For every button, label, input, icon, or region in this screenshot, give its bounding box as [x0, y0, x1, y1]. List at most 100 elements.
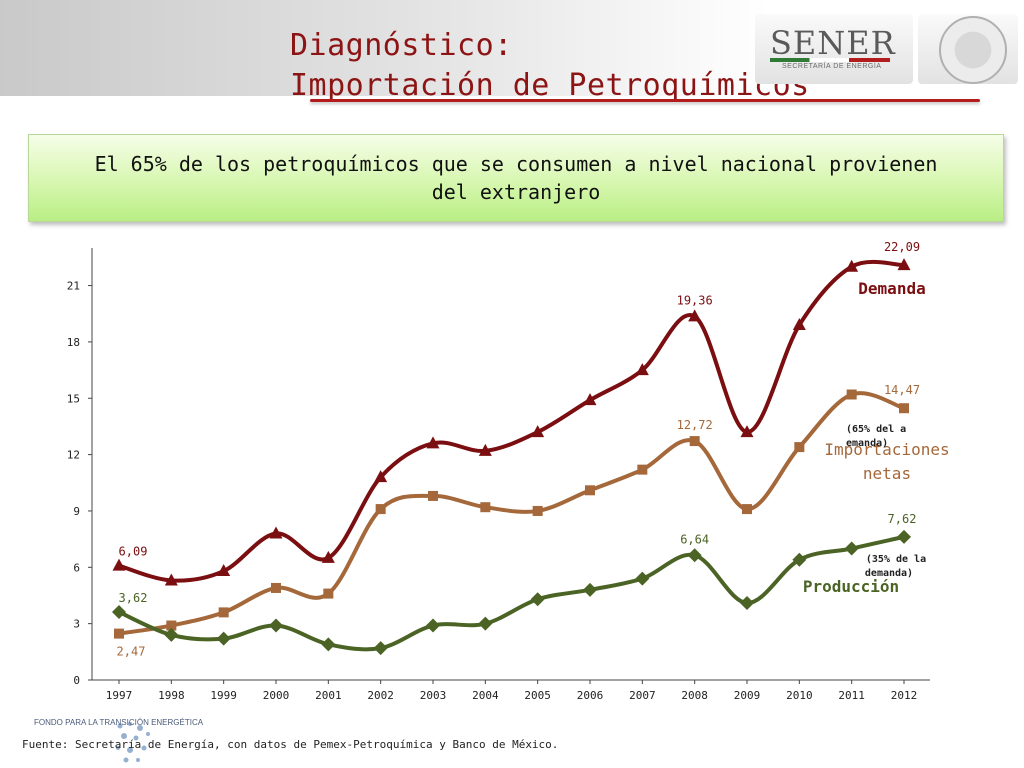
sener-logo: [755, 14, 913, 84]
x-tick-label: 2005: [524, 689, 551, 702]
y-tick-label: 6: [73, 561, 80, 574]
data-point-produccion: [112, 605, 126, 620]
series-name-importaciones-line2: netas: [863, 464, 911, 483]
data-point-produccion: [478, 616, 493, 631]
series-note-importaciones-line1: (65% del a: [846, 424, 906, 435]
sener-logo-text: SENER: [770, 24, 896, 62]
page-title: Diagnóstico: Importación de Petroquímico…: [290, 26, 810, 106]
data-point-importaciones: [375, 504, 386, 515]
data-point-demanda: [897, 258, 911, 271]
data-label-produccion: 6,64: [680, 532, 709, 546]
x-tick-label: 2003: [420, 689, 447, 702]
x-tick-label: 2010: [786, 689, 813, 702]
x-tick-label: 2011: [838, 689, 865, 702]
data-point-demanda: [531, 425, 545, 438]
data-point-importaciones: [428, 490, 438, 501]
data-label-demanda: 19,36: [677, 293, 713, 307]
data-point-produccion: [269, 618, 283, 633]
data-point-importaciones: [532, 505, 543, 516]
data-point-demanda: [112, 558, 126, 571]
series-line-importaciones: [117, 391, 906, 636]
data-point-demanda: [635, 363, 649, 376]
x-tick-label: 1998: [158, 689, 185, 702]
data-label-importaciones: 2,47: [117, 645, 146, 659]
title-line-1: Diagnóstico:: [290, 28, 513, 63]
series-note-importaciones-line2: emanda): [846, 438, 888, 449]
series-line-demanda: [117, 259, 906, 583]
data-point-importaciones: [689, 436, 700, 447]
x-tick-label: 1999: [210, 689, 237, 702]
data-label-produccion: 3,62: [119, 591, 148, 605]
data-point-produccion: [426, 618, 440, 633]
data-point-produccion: [373, 641, 388, 656]
x-tick-label: 2004: [472, 689, 499, 702]
x-tick-label: 2006: [577, 689, 604, 702]
data-point-importaciones: [846, 389, 857, 400]
x-tick-label: 2002: [367, 689, 394, 702]
data-label-demanda: 22,09: [884, 240, 920, 254]
sener-logo-stripe: [770, 58, 890, 62]
data-point-demanda: [583, 393, 597, 406]
x-tick-label: 2000: [263, 689, 290, 702]
series-name-importaciones-line1: Importaciones: [824, 440, 949, 459]
data-point-importaciones: [794, 442, 805, 453]
y-tick-label: 9: [73, 505, 80, 518]
sener-logo-subtitle: SECRETARÍA DE ENERGÍA: [782, 63, 882, 70]
data-point-demanda: [269, 526, 283, 539]
data-point-importaciones: [271, 582, 281, 593]
series-note-produccion-line1: (35% de la: [866, 554, 926, 565]
data-point-demanda: [164, 573, 178, 586]
data-point-produccion: [844, 541, 859, 556]
title-underline: [310, 99, 980, 102]
x-tick-label: 2012: [891, 689, 918, 702]
fund-name: FONDO PARA LA TRANSICIÓN ENERGÉTICA: [34, 718, 204, 727]
x-tick-label: 2008: [681, 689, 708, 702]
source-footnote: Fuente: Secretaría de Energía, con datos…: [22, 738, 559, 751]
data-label-demanda: 6,09: [119, 545, 148, 559]
x-tick-label: 2007: [629, 689, 656, 702]
y-tick-label: 21: [67, 280, 80, 293]
data-point-demanda: [321, 550, 335, 563]
data-point-demanda: [426, 436, 440, 449]
summary-banner-text: El 65% de los petroquímicos que se consu…: [94, 152, 938, 204]
data-point-importaciones: [218, 607, 229, 618]
data-point-produccion: [740, 595, 754, 610]
data-point-produccion: [897, 529, 911, 544]
data-point-demanda: [374, 470, 388, 483]
data-point-demanda: [845, 259, 859, 272]
series-name-produccion: Producción: [803, 577, 899, 596]
data-point-produccion: [687, 548, 702, 563]
data-point-demanda: [217, 564, 231, 577]
y-tick-label: 3: [73, 618, 80, 631]
data-point-produccion: [635, 571, 650, 586]
series-line-produccion: [117, 534, 906, 652]
y-tick-label: 12: [67, 449, 80, 462]
data-point-demanda: [792, 318, 806, 331]
data-point-importaciones: [323, 588, 334, 599]
data-point-produccion: [321, 637, 336, 652]
data-point-importaciones: [637, 464, 648, 475]
data-point-produccion: [530, 592, 545, 607]
data-point-produccion: [792, 552, 807, 567]
data-point-importaciones: [899, 403, 909, 414]
data-label-importaciones: 12,72: [677, 418, 713, 432]
y-tick-label: 18: [67, 336, 80, 349]
summary-banner: El 65% de los petroquímicos que se consu…: [28, 134, 1004, 222]
fund-logo-dots-icon: [116, 722, 150, 763]
data-label-importaciones: 14,47: [884, 383, 920, 397]
x-tick-label: 2001: [315, 689, 342, 702]
data-point-produccion: [216, 631, 231, 646]
data-point-produccion: [164, 627, 179, 642]
national-seal-icon: [939, 16, 1007, 84]
data-point-importaciones: [585, 485, 595, 496]
x-tick-label: 1997: [106, 689, 133, 702]
y-tick-label: 0: [73, 674, 80, 687]
data-point-importaciones: [114, 628, 124, 639]
x-tick-label: 2009: [734, 689, 761, 702]
title-line-2: Importación de Petroquímicos: [290, 68, 810, 103]
data-point-importaciones: [480, 502, 491, 513]
data-label-produccion: 7,62: [888, 512, 917, 526]
series-note-produccion-line2: demanda): [865, 568, 913, 579]
data-point-importaciones: [166, 620, 177, 631]
